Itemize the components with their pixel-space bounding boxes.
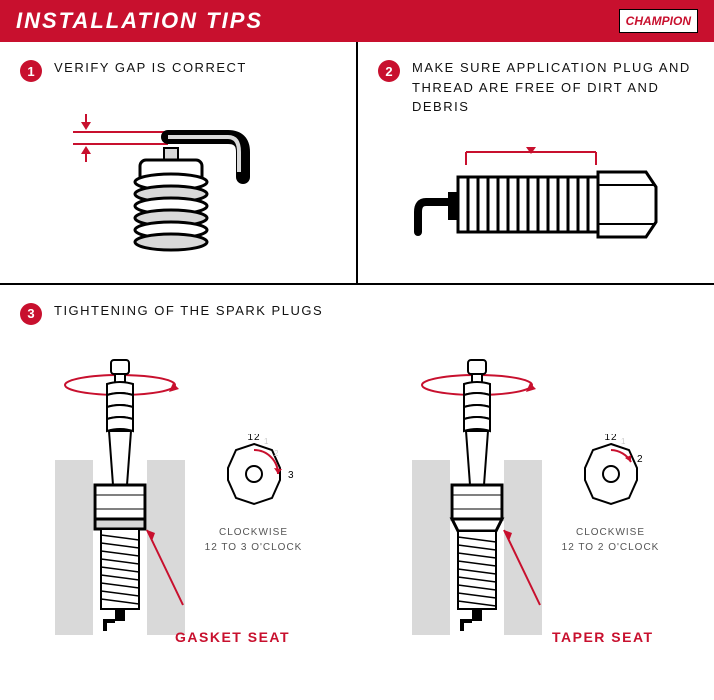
step3-number: 3 xyxy=(20,303,42,325)
svg-text:2: 2 xyxy=(637,454,644,465)
gasket-dial-caption: CLOCKWISE 12 TO 3 O'CLOCK xyxy=(205,525,303,555)
step3-header: 3 TIGHTENING OF THE SPARK PLUGS xyxy=(20,301,694,325)
header-title: INSTALLATION TIPS xyxy=(16,8,263,34)
spark-plug-gasket-icon xyxy=(55,355,185,635)
step1-illustration xyxy=(20,102,336,252)
svg-text:12: 12 xyxy=(604,434,617,443)
gasket-caption-l2: 12 TO 3 O'CLOCK xyxy=(205,540,303,555)
clock-dial-3-icon: 12 3 1 2 xyxy=(214,434,294,514)
gasket-dial: 12 3 1 2 CLOCKWISE 12 TO 3 O'CLOCK xyxy=(205,434,303,555)
svg-text:2: 2 xyxy=(274,449,279,458)
step2-number: 2 xyxy=(378,60,400,82)
svg-text:3: 3 xyxy=(288,470,294,481)
step2-illustration xyxy=(378,137,694,267)
thread-diagram-icon xyxy=(406,137,666,267)
brand-logo: CHAMPION xyxy=(619,9,698,33)
header-bar: INSTALLATION TIPS CHAMPION xyxy=(0,0,714,42)
svg-text:1: 1 xyxy=(621,437,626,446)
gasket-seat-block: 12 3 1 2 CLOCKWISE 12 TO 3 O'CLOCK GASKE… xyxy=(20,355,337,635)
step1-header: 1 VERIFY GAP IS CORRECT xyxy=(20,58,336,82)
tightening-diagrams: 12 3 1 2 CLOCKWISE 12 TO 3 O'CLOCK GASKE… xyxy=(20,355,694,635)
step1-number: 1 xyxy=(20,60,42,82)
taper-dial-caption: CLOCKWISE 12 TO 2 O'CLOCK xyxy=(562,525,660,555)
panel-step-3: 3 TIGHTENING OF THE SPARK PLUGS xyxy=(0,285,714,651)
taper-caption-l1: CLOCKWISE xyxy=(562,525,660,540)
svg-text:1: 1 xyxy=(264,437,269,446)
spark-plug-taper-icon xyxy=(412,355,542,635)
taper-caption-l2: 12 TO 2 O'CLOCK xyxy=(562,540,660,555)
gasket-seat-label: GASKET SEAT xyxy=(175,629,290,645)
top-panels: 1 VERIFY GAP IS CORRECT xyxy=(0,42,714,285)
taper-seat-block: 12 2 1 CLOCKWISE 12 TO 2 O'CLOCK TAPER S… xyxy=(377,355,694,635)
brand-logo-text: CHAMPION xyxy=(626,14,691,28)
step3-text: TIGHTENING OF THE SPARK PLUGS xyxy=(54,301,323,321)
taper-seat-label: TAPER SEAT xyxy=(552,629,654,645)
step2-text: MAKE SURE APPLICATION PLUG AND THREAD AR… xyxy=(412,58,694,117)
svg-text:12: 12 xyxy=(247,434,260,443)
taper-dial: 12 2 1 CLOCKWISE 12 TO 2 O'CLOCK xyxy=(562,434,660,555)
gap-diagram-icon xyxy=(68,102,288,252)
clock-dial-2-icon: 12 2 1 xyxy=(571,434,651,514)
gasket-caption-l1: CLOCKWISE xyxy=(205,525,303,540)
panel-step-1: 1 VERIFY GAP IS CORRECT xyxy=(0,42,358,283)
step1-text: VERIFY GAP IS CORRECT xyxy=(54,58,247,78)
step2-header: 2 MAKE SURE APPLICATION PLUG AND THREAD … xyxy=(378,58,694,117)
panel-step-2: 2 MAKE SURE APPLICATION PLUG AND THREAD … xyxy=(358,42,714,283)
